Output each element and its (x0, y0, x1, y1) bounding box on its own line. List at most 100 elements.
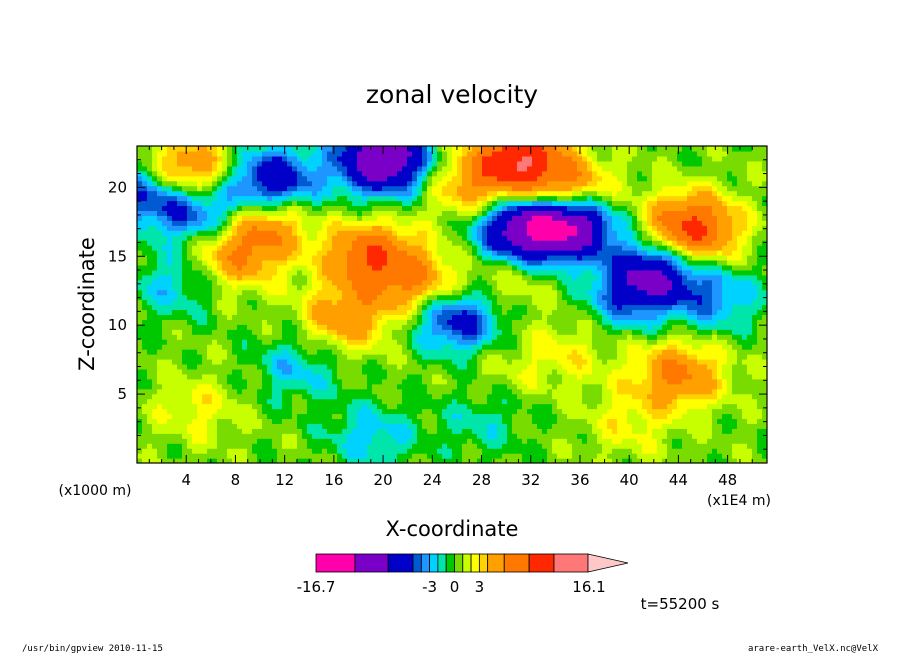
heatmap-cell (367, 299, 373, 306)
heatmap-cell (652, 319, 658, 325)
heatmap-cell (172, 388, 178, 395)
heatmap-cell (342, 329, 348, 335)
heatmap-cell (717, 304, 723, 311)
heatmap-cell (502, 329, 508, 335)
heatmap-cell (177, 294, 183, 301)
heatmap-cell (577, 349, 583, 355)
heatmap-cell (432, 423, 438, 429)
heatmap-cell (737, 289, 743, 296)
heatmap-cell (587, 289, 593, 296)
heatmap-cell (497, 319, 503, 325)
heatmap-cell (647, 398, 653, 405)
heatmap-cell (682, 358, 688, 365)
heatmap-cell (637, 423, 643, 429)
heatmap-cell (287, 324, 293, 330)
heatmap-cell (332, 438, 338, 444)
heatmap-cell (452, 453, 458, 459)
heatmap-cell (547, 453, 553, 459)
heatmap-cell (142, 368, 148, 375)
heatmap-cell (412, 344, 418, 350)
heatmap-cell (732, 284, 738, 291)
heatmap-cell (327, 378, 333, 385)
heatmap-cell (357, 423, 363, 429)
heatmap-cell (577, 309, 583, 315)
heatmap-cell (672, 284, 678, 291)
heatmap-cell (542, 349, 548, 355)
heatmap-cell (462, 319, 468, 325)
heatmap-cell (442, 354, 448, 360)
heatmap-cell (217, 284, 223, 291)
heatmap-cell (457, 398, 463, 405)
heatmap-cell (582, 373, 588, 380)
heatmap-cell (157, 274, 163, 281)
heatmap-cell (752, 438, 758, 444)
heatmap-cell (257, 344, 263, 350)
heatmap-cell (142, 388, 148, 395)
heatmap-cell (677, 378, 683, 385)
heatmap-cell (632, 354, 638, 360)
heatmap-cell (152, 398, 158, 405)
heatmap-cell (552, 324, 558, 330)
heatmap-cell (687, 398, 693, 405)
heatmap-cell (582, 324, 588, 330)
heatmap-cell (272, 354, 278, 360)
heatmap-cell (177, 428, 183, 434)
heatmap-cell (587, 453, 593, 459)
heatmap-cell (462, 458, 468, 463)
heatmap-cell (472, 279, 478, 286)
heatmap-cell (232, 324, 238, 330)
heatmap-cell (417, 383, 423, 390)
heatmap-cell (697, 408, 703, 415)
heatmap-cell (697, 324, 703, 330)
heatmap-cell (337, 344, 343, 350)
heatmap-cell (697, 279, 703, 286)
chart-title: zonal velocity (366, 80, 538, 109)
heatmap-cell (747, 403, 753, 410)
heatmap-cell (262, 304, 268, 311)
heatmap-cell (202, 294, 208, 301)
heatmap-cell (287, 314, 293, 320)
heatmap-cell (742, 363, 748, 370)
heatmap-cell (272, 393, 278, 400)
heatmap-cell (347, 358, 353, 365)
heatmap-cell (652, 344, 658, 350)
heatmap-cell (397, 428, 403, 434)
heatmap-cell (177, 363, 183, 370)
heatmap-cell (427, 453, 433, 459)
heatmap-cell (437, 418, 443, 424)
heatmap-cell (137, 398, 143, 405)
heatmap-cell (537, 453, 543, 459)
heatmap-cell (242, 269, 248, 276)
heatmap-cell (217, 279, 223, 286)
heatmap-cell (592, 269, 598, 276)
heatmap-cell (677, 314, 683, 320)
heatmap-cell (542, 269, 548, 276)
heatmap-cell (322, 289, 328, 296)
heatmap-cell (412, 304, 418, 311)
heatmap-cell (532, 388, 538, 395)
heatmap-cell (387, 299, 393, 306)
heatmap-cell (352, 314, 358, 320)
heatmap-cell (447, 453, 453, 459)
heatmap-cell (287, 309, 293, 315)
heatmap-cell (482, 274, 488, 281)
heatmap-cell (277, 339, 283, 345)
heatmap-cell (717, 393, 723, 400)
heatmap-cell (357, 363, 363, 370)
heatmap-cell (472, 388, 478, 395)
heatmap-cell (317, 458, 323, 463)
heatmap-cell (702, 294, 708, 301)
heatmap-cell (297, 289, 303, 296)
heatmap-cell (672, 294, 678, 301)
heatmap-cell (372, 319, 378, 325)
heatmap-cell (397, 349, 403, 355)
heatmap-cell (472, 334, 478, 340)
heatmap-cell (282, 269, 288, 276)
heatmap-cell (447, 368, 453, 375)
heatmap-cell (727, 413, 733, 420)
heatmap-cell (147, 314, 153, 320)
heatmap-cell (297, 443, 303, 449)
heatmap-cell (192, 284, 198, 291)
heatmap-cell (357, 373, 363, 380)
heatmap-cell (342, 388, 348, 395)
